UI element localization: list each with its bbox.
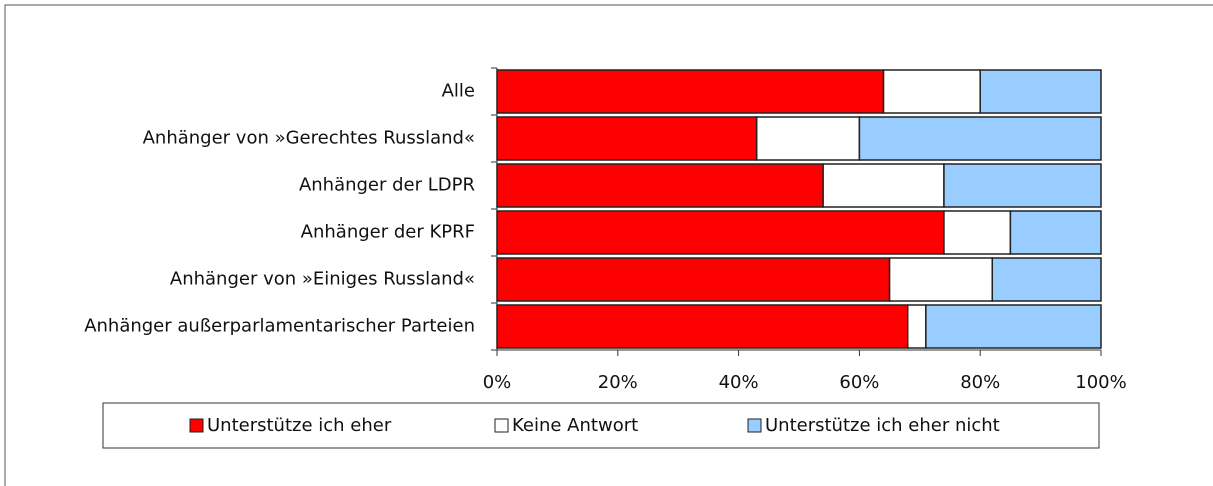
category-label: Anhänger von »Gerechtes Russland« — [143, 128, 475, 149]
category-label: Anhänger von »Einiges Russland« — [170, 269, 475, 290]
legend-label: Keine Antwort — [512, 415, 638, 436]
x-tick-label: 100% — [1075, 372, 1126, 393]
legend-swatch — [189, 418, 204, 433]
x-tick-label: 80% — [960, 372, 1000, 393]
bar-segment — [858, 116, 1102, 161]
category-label: Anhänger der LDPR — [299, 175, 475, 196]
bar-segment — [496, 304, 909, 349]
legend-label: Unterstütze ich eher — [207, 415, 392, 436]
bar-segment — [496, 69, 885, 114]
bar-segment — [496, 116, 758, 161]
bar-segment — [496, 210, 945, 255]
bar-segment — [888, 257, 994, 302]
x-tick-label: 20% — [598, 372, 638, 393]
bar-segment — [925, 304, 1102, 349]
bar-segment — [943, 163, 1102, 208]
bar-segment — [991, 257, 1102, 302]
bar-segment — [943, 210, 1012, 255]
category-label: Anhänger der KPRF — [301, 222, 475, 243]
bar-segment — [882, 69, 981, 114]
legend-swatch — [747, 418, 762, 433]
category-label: Anhänger außerparlamentarischer Parteien — [84, 316, 475, 337]
bar-segment — [496, 257, 891, 302]
bar-segment — [979, 69, 1102, 114]
frame — [4, 4, 1213, 486]
x-tick-label: 40% — [719, 372, 759, 393]
legend-box — [102, 402, 1100, 449]
bar-segment — [496, 163, 824, 208]
x-tick-label: 60% — [839, 372, 879, 393]
bar-segment — [822, 163, 945, 208]
bar-segment — [1009, 210, 1102, 255]
category-label: Alle — [442, 81, 475, 102]
x-tick-label: 0% — [483, 372, 512, 393]
bar-segment — [755, 116, 861, 161]
legend-label: Unterstütze ich eher nicht — [765, 415, 1000, 436]
legend-swatch — [494, 418, 509, 433]
bar-segment — [906, 304, 927, 349]
